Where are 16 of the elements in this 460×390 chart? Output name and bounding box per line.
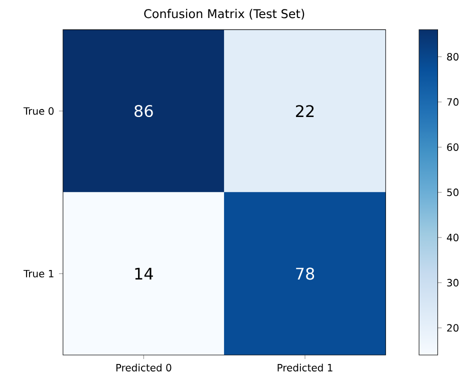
color-bar-label: 30	[447, 278, 458, 286]
color-bar-label: 60	[447, 143, 458, 151]
color-bar-label: 20	[447, 324, 458, 332]
color-bar-label: 40	[446, 234, 458, 242]
data-label: 14	[135, 268, 153, 280]
data-label: 86	[134, 104, 153, 118]
color-bar-label: 70	[447, 98, 458, 106]
x-tick-label: Predicted 0	[116, 364, 172, 372]
color-bar-label: 50	[447, 188, 458, 196]
data-label: 22	[296, 105, 314, 117]
chart-title: Confusion Matrix (Test Set)	[144, 8, 304, 20]
data-label: 78	[296, 268, 314, 280]
color-bar-label: 80	[447, 52, 458, 61]
y-tick-label: True 0	[23, 107, 54, 115]
y-tick-label: True 1	[23, 270, 54, 278]
x-tick-label: Predicted 1	[278, 364, 332, 372]
